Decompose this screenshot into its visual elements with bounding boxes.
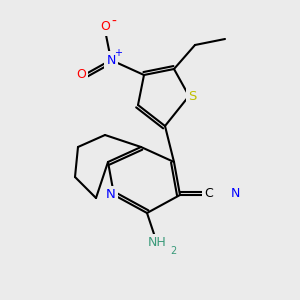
Text: O: O: [100, 20, 110, 34]
Text: +: +: [114, 48, 122, 59]
Text: -: -: [111, 15, 116, 28]
Text: NH: NH: [148, 236, 167, 250]
Text: O: O: [76, 68, 86, 82]
Text: S: S: [188, 89, 196, 103]
Text: N: N: [106, 188, 116, 202]
Text: N: N: [106, 53, 116, 67]
Text: N: N: [231, 187, 240, 200]
Text: C: C: [204, 187, 213, 200]
Text: 2: 2: [170, 245, 176, 256]
